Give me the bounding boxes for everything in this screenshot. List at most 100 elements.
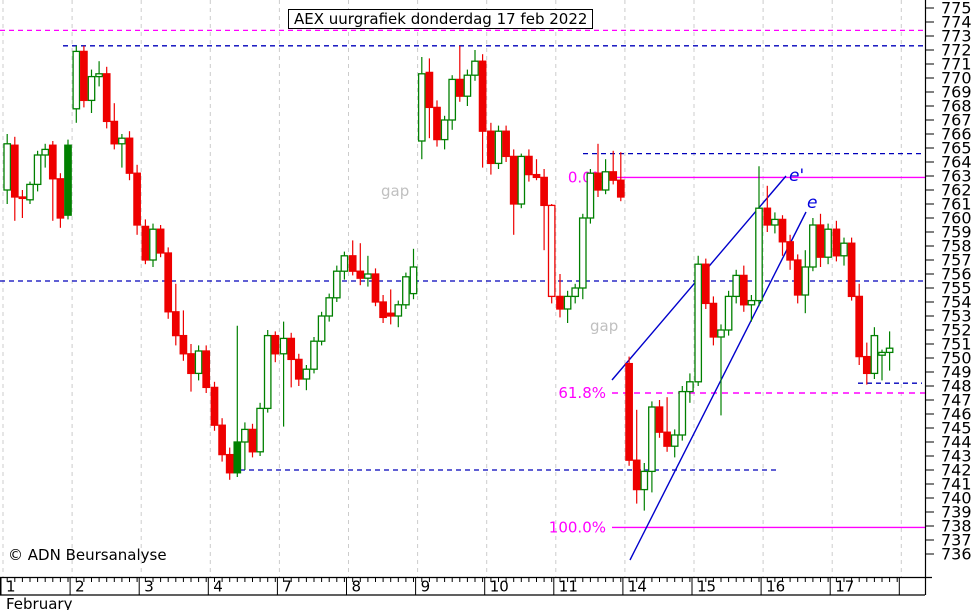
candle-body: [517, 155, 526, 205]
gap-labels: gap gap: [381, 182, 618, 335]
y-tick-label: 744: [941, 433, 972, 452]
y-tick-label: 767: [941, 111, 972, 130]
candle-body: [840, 242, 848, 257]
day-label: 1: [6, 578, 16, 596]
y-tick-label: 743: [941, 447, 972, 466]
candle-body: [41, 148, 50, 156]
candle-body: [739, 274, 748, 306]
day-label: 7: [282, 578, 292, 596]
candle-body: [878, 351, 886, 356]
candle-body: [233, 441, 242, 474]
gap-label: gap: [590, 317, 618, 335]
candle-body: [801, 266, 810, 296]
y-tick-label: 742: [941, 461, 972, 480]
candle-body: [279, 337, 288, 355]
candle-body: [717, 329, 725, 338]
y-tick-label: 751: [941, 335, 972, 354]
candle-body: [625, 362, 633, 461]
day-label: 8: [352, 578, 362, 596]
y-tick-label: 759: [941, 223, 972, 242]
candle-body: [816, 224, 825, 258]
candle-body: [616, 179, 625, 198]
candle-body: [832, 228, 841, 257]
candle-body: [348, 255, 357, 272]
y-tick-label: 754: [941, 293, 972, 312]
y-tick-label: 774: [941, 13, 972, 32]
y-tick-label: 752: [941, 321, 972, 340]
y-tick-label: 765: [941, 139, 972, 158]
y-tick-label: 737: [941, 531, 972, 550]
y-tick-label: 775: [941, 0, 972, 18]
candle-body: [263, 334, 272, 410]
candle-body: [194, 350, 203, 375]
y-tick-label: 740: [941, 489, 972, 508]
candle-body: [225, 453, 234, 474]
candle-body: [110, 120, 119, 145]
fib-label: 100.0%: [549, 518, 606, 536]
candle-body: [248, 428, 257, 453]
candle-body: [332, 270, 341, 299]
y-tick-label: 758: [941, 237, 972, 256]
candle-body: [26, 183, 34, 201]
candle-body: [80, 50, 88, 102]
candle-body: [202, 350, 211, 389]
y-tick-label: 755: [941, 279, 972, 298]
wave-labels: e'e: [789, 166, 817, 213]
y-tick-label: 773: [941, 27, 972, 46]
candle-body: [433, 106, 441, 141]
day-label: 11: [559, 578, 578, 596]
candle-body: [310, 340, 318, 370]
candle-body: [48, 144, 57, 180]
candle-body: [125, 137, 134, 174]
trendlines: [611, 175, 807, 561]
candle-body: [655, 406, 664, 433]
candle-body: [340, 255, 349, 272]
candle-body: [287, 337, 296, 361]
candle-body: [847, 242, 856, 298]
candle-body: [648, 406, 656, 473]
candle-body: [885, 347, 894, 354]
candle-body: [302, 368, 311, 380]
y-tick-label: 761: [941, 195, 972, 214]
y-tick-label: 738: [941, 517, 972, 536]
copyright-label: © ADN Beursanalyse: [8, 546, 167, 564]
candle-body: [509, 155, 518, 205]
channel-lower: [629, 211, 807, 561]
candle-body: [532, 173, 541, 179]
candle-body: [594, 172, 602, 191]
y-tick-label: 749: [941, 363, 972, 382]
levels: [0, 29, 925, 471]
y-tick-label: 769: [941, 83, 972, 102]
candle-body: [402, 276, 410, 306]
candle-body: [678, 390, 687, 436]
candle-body: [578, 217, 587, 289]
candle-body: [179, 334, 188, 355]
candle-body: [494, 130, 503, 165]
candle-body: [632, 459, 641, 491]
candle-body: [786, 241, 794, 261]
candle-body: [141, 225, 150, 261]
candle-body: [417, 73, 426, 142]
candle-body: [425, 71, 434, 109]
candle-body: [356, 270, 365, 279]
candle-body: [271, 334, 280, 355]
candle-body: [118, 137, 126, 145]
candle-body: [241, 428, 249, 443]
chart-title: AEX uurgrafiek donderdag 17 feb 2022: [288, 9, 594, 29]
candle-body: [824, 228, 832, 258]
candle-body: [256, 407, 264, 453]
candle-body: [448, 78, 457, 121]
candle-body: [440, 119, 449, 141]
candle-body: [670, 434, 679, 447]
day-label: 16: [766, 578, 785, 596]
candle-body: [164, 252, 173, 313]
candle-body: [763, 207, 772, 226]
candle-body: [471, 60, 479, 76]
candle-body: [778, 218, 787, 243]
candle-body: [701, 263, 710, 305]
candle-body: [525, 155, 533, 176]
y-tick-label: 768: [941, 97, 972, 116]
candle-body: [547, 204, 556, 298]
day-label: 15: [697, 578, 716, 596]
